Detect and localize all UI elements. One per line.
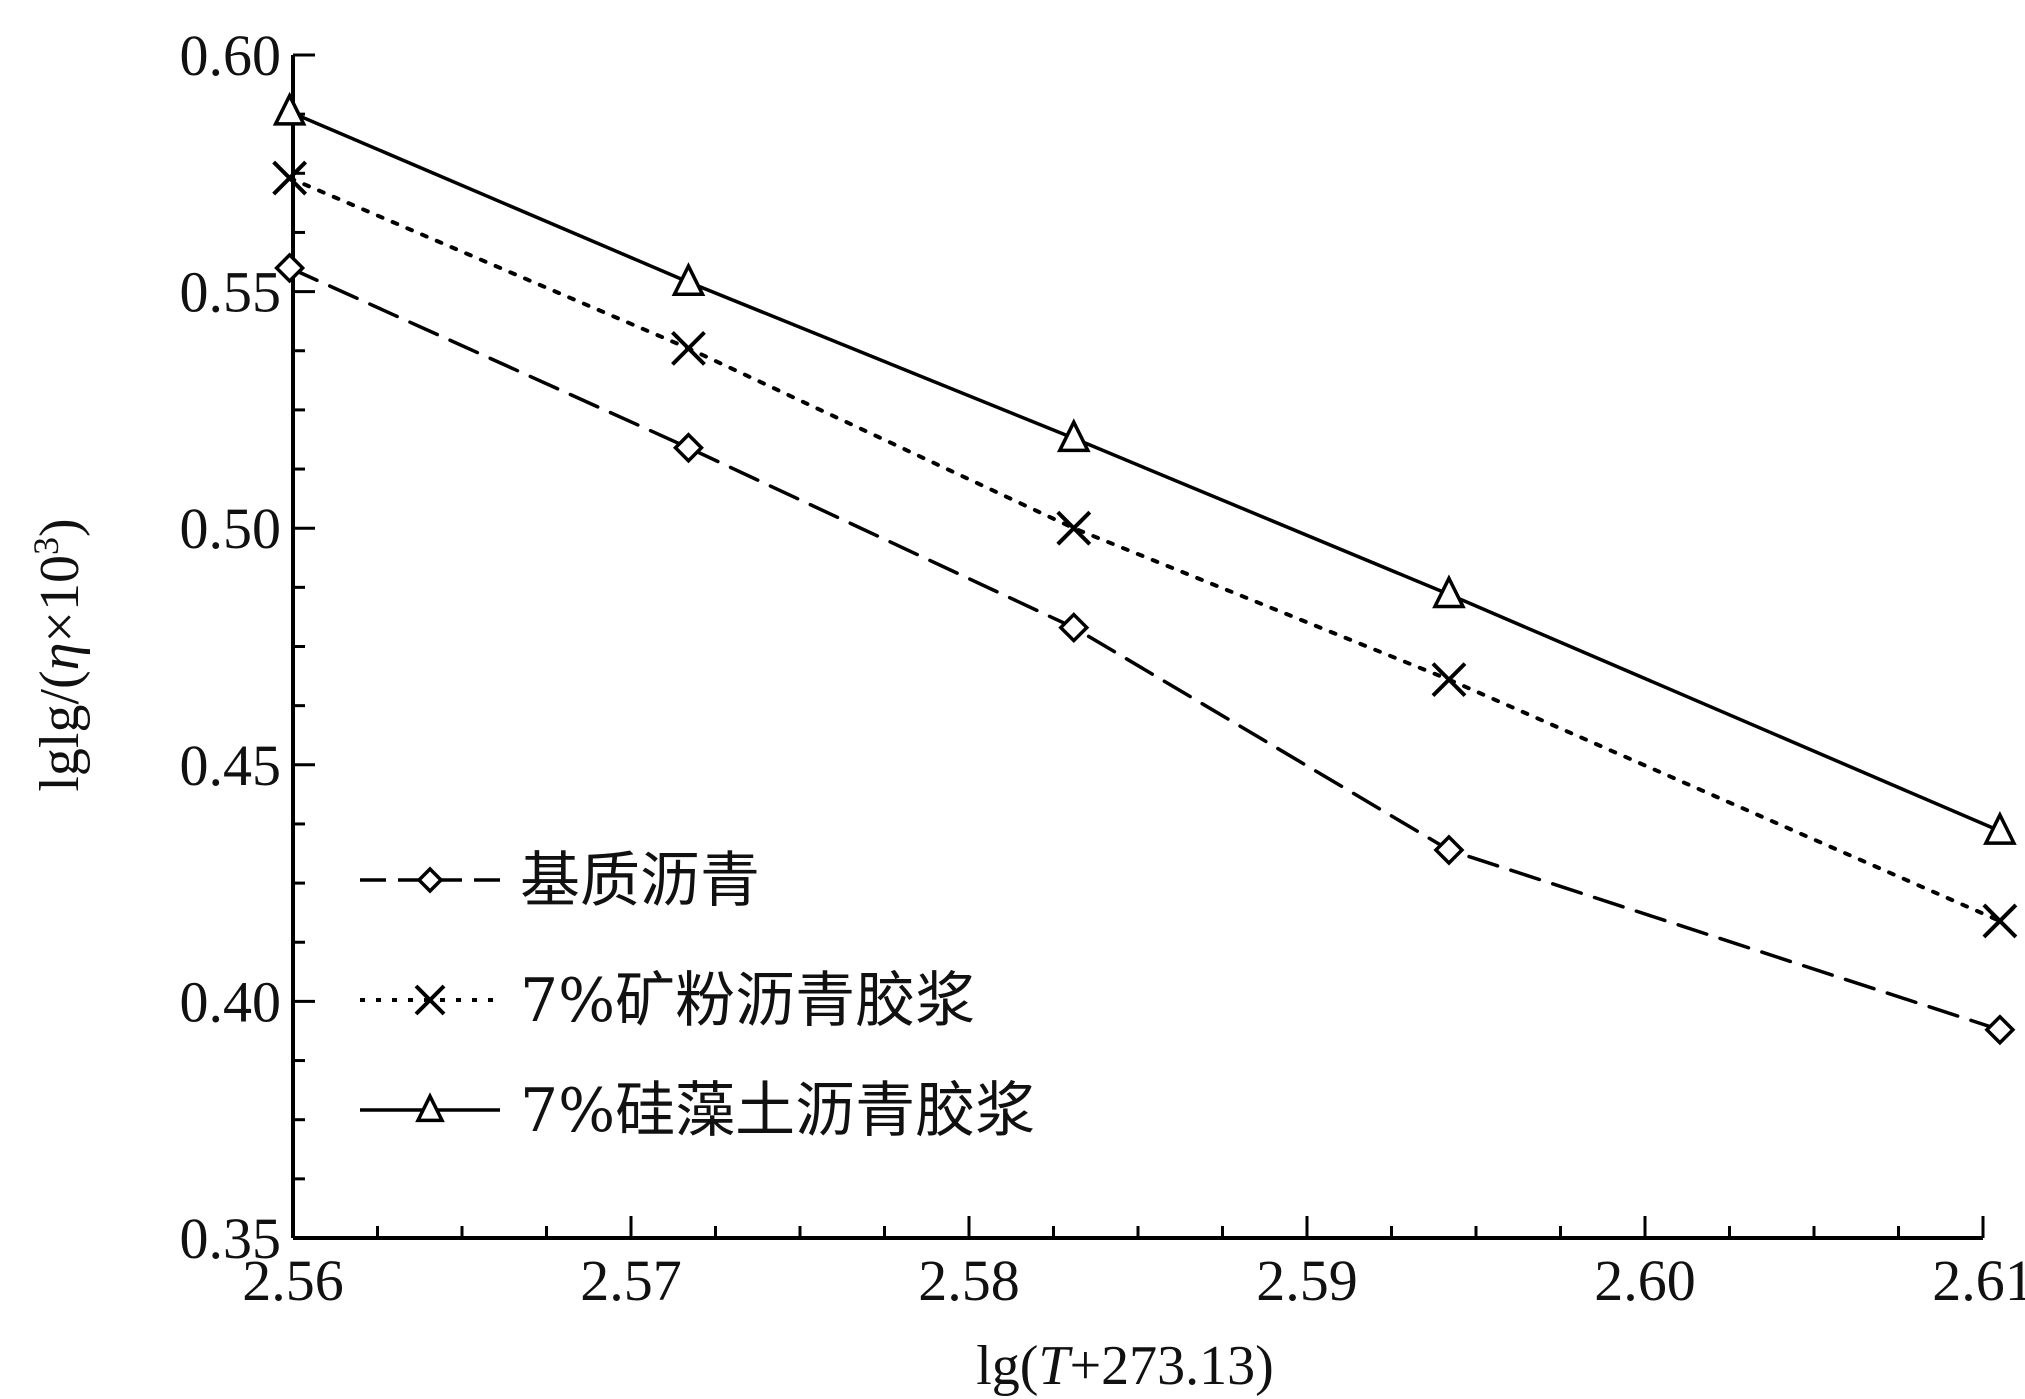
- legend-label: 基质沥青: [520, 846, 760, 916]
- x-tick-label: 2.57: [580, 1248, 682, 1313]
- y-tick-label: 0.50: [180, 496, 282, 561]
- legend-marker-diamond: [416, 866, 444, 894]
- x-tick-label: 2.56: [242, 1248, 344, 1313]
- y-axis-title: lglg/(η×103): [26, 518, 91, 791]
- data-point-diamond: [274, 252, 306, 284]
- data-point-triangle: [272, 91, 307, 126]
- legend-label: 7%矿粉沥青胶浆: [520, 966, 975, 1036]
- legend: 基质沥青 7%矿粉沥青胶浆 7%硅藻土沥青胶浆: [360, 846, 1035, 1146]
- data-point-diamond: [1433, 834, 1465, 866]
- x-tick-label: 2.61: [1932, 1248, 2025, 1313]
- data-point-x: [1982, 903, 2018, 939]
- legend-marker-x: [414, 984, 446, 1016]
- legend-label: 7%硅藻土沥青胶浆: [520, 1076, 1035, 1146]
- data-point-triangle: [1432, 574, 1466, 609]
- x-axis-title: lg(T+273.13): [976, 1335, 1274, 1397]
- y-tick-label: 0.55: [180, 260, 282, 325]
- data-point-triangle: [1056, 418, 1091, 453]
- data-point-x: [1431, 662, 1467, 698]
- y-tick-label: 0.45: [180, 733, 282, 798]
- x-tick-label: 2.59: [1256, 1248, 1358, 1313]
- data-point-x: [272, 160, 308, 196]
- y-tick-label: 0.35: [180, 1206, 282, 1271]
- data-point-triangle: [671, 262, 706, 296]
- x-tick-label: 2.60: [1594, 1248, 1696, 1313]
- axes: 0.35 0.40 0.45 0.50 0.55 0.60 2.56 2.57 2.58 2.59…: [180, 23, 2025, 1313]
- series-line-triangle: [287, 110, 2002, 833]
- data-point-diamond: [672, 432, 704, 464]
- data-point-x: [671, 330, 706, 366]
- data-point-diamond: [1984, 1014, 2016, 1046]
- x-tick-label: 2.58: [918, 1248, 1020, 1313]
- y-tick-label: 0.40: [180, 969, 282, 1034]
- y-tick-label: 0.60: [180, 23, 282, 88]
- plot-area: [272, 91, 2018, 1046]
- data-point-triangle: [1983, 811, 2017, 845]
- legend-marker-triangle: [415, 1092, 445, 1123]
- series-line-x: [287, 176, 2002, 923]
- data-point-diamond: [1058, 612, 1090, 644]
- data-point-x: [1056, 510, 1092, 546]
